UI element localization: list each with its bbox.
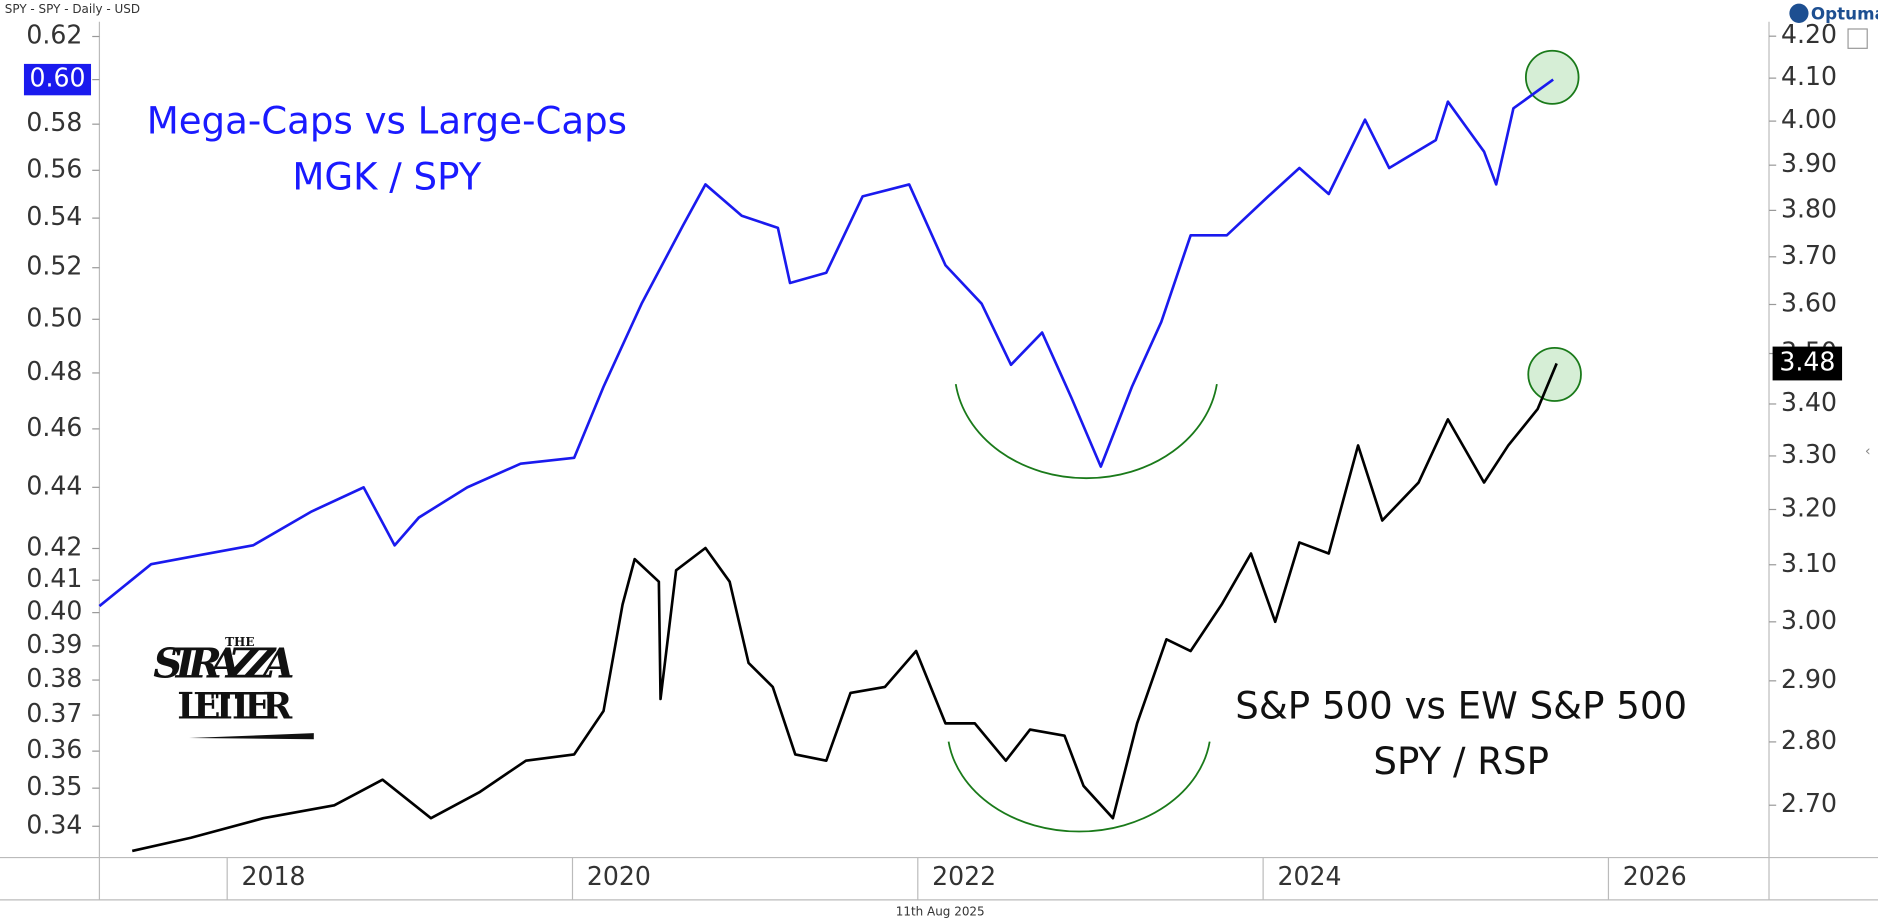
x-tick-label: 2022 [932, 862, 996, 891]
annotation: MGK / SPY [292, 154, 481, 198]
y-tick-label: 0.40 [26, 597, 82, 626]
annotation: S&P 500 vs EW S&P 500 [1235, 683, 1687, 727]
collapse-arrow[interactable]: ‹ [1865, 444, 1871, 460]
y2-tick-label: 3.90 [1781, 149, 1837, 178]
y2-tick-label: 3.10 [1781, 549, 1837, 578]
annotation: Mega-Caps vs Large-Caps [147, 99, 627, 143]
last-value-label: 3.48 [1779, 347, 1835, 376]
x-tick-label: 2026 [1623, 862, 1687, 891]
y-tick-label: 0.37 [26, 699, 82, 728]
y-tick-label: 0.52 [26, 252, 82, 281]
y-tick-label: 0.56 [26, 154, 82, 183]
y2-tick-label: 2.80 [1781, 726, 1837, 755]
y2-tick-label: 2.90 [1781, 665, 1837, 694]
series-line [131, 362, 1558, 853]
watermark-line1: STRAZZA [153, 639, 294, 687]
y-tick-label: 0.42 [26, 532, 82, 561]
brand-logo: Optuma [1789, 3, 1878, 24]
highlight-circle [1527, 346, 1582, 402]
y-tick-label: 0.39 [26, 630, 82, 659]
cup-arc [954, 383, 1218, 480]
series-line [98, 78, 1554, 608]
y-tick-label: 0.36 [26, 735, 82, 764]
y2-tick-label: 3.20 [1781, 493, 1837, 522]
y2-tick-label: 3.60 [1781, 288, 1837, 317]
y-tick-label: 0.38 [26, 664, 82, 693]
x-tick-label: 2018 [242, 862, 306, 891]
y-tick-label: 0.41 [26, 564, 82, 593]
y2-tick-label: 3.00 [1781, 606, 1837, 635]
y-tick-label: 0.46 [26, 413, 82, 442]
x-tick-label: 2024 [1277, 862, 1341, 891]
y2-tick-label: 4.00 [1781, 105, 1837, 134]
annotation: SPY / RSP [1373, 739, 1549, 783]
last-value-label: 0.60 [29, 64, 85, 93]
y-tick-label: 0.62 [26, 20, 82, 49]
y-tick-label: 0.58 [26, 108, 82, 137]
last-value-tag: 3.48 [1772, 346, 1843, 381]
last-value-box [1772, 346, 1843, 381]
y-tick-label: 0.34 [26, 810, 82, 839]
y2-tick-label: 2.70 [1781, 789, 1837, 818]
watermark-pen [189, 733, 314, 740]
y2-tick-label: 4.10 [1781, 62, 1837, 91]
lock-icon[interactable] [1847, 28, 1868, 49]
y2-tick-label: 3.80 [1781, 194, 1837, 223]
y2-tick-label: 3.30 [1781, 440, 1837, 469]
highlights [947, 49, 1582, 833]
y-tick-label: 0.50 [26, 303, 82, 332]
cup-arc [947, 741, 1211, 833]
y2-tick-label: 3.70 [1781, 241, 1837, 270]
x-tick-label: 2020 [587, 862, 651, 891]
watermark-top: THE [225, 635, 254, 649]
y-tick-label: 0.44 [26, 471, 82, 500]
last-value-box [23, 63, 92, 96]
watermark: THE STRAZZA LETTER [153, 635, 314, 740]
last-value-tag: 0.60 [23, 63, 92, 96]
y-tick-label: 0.35 [26, 772, 82, 801]
y2-tick-label: 3.40 [1781, 388, 1837, 417]
y-tick-label: 0.54 [26, 202, 82, 231]
y-tick-label: 0.48 [26, 357, 82, 386]
watermark-line2: LETTER [177, 684, 293, 727]
brand-icon [1789, 3, 1809, 23]
header: SPY - SPY - Daily - USD [5, 2, 140, 16]
brand-text: Optuma [1811, 3, 1878, 23]
footer-date: 11th Aug 2025 [896, 904, 985, 918]
y2-tick-label: 4.20 [1781, 20, 1837, 49]
highlight-circle [1524, 49, 1580, 105]
